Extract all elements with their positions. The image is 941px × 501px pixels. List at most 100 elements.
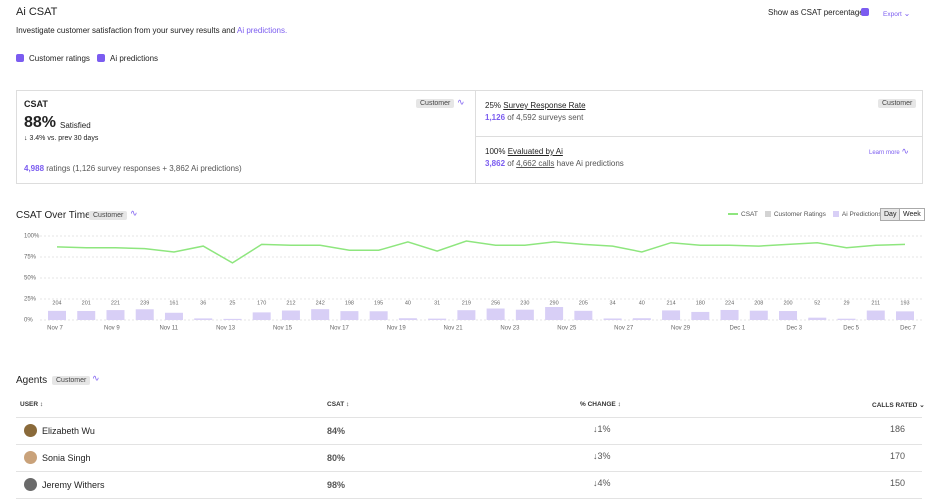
export-text[interactable]: Export	[883, 11, 902, 18]
x-tick-label: Nov 9	[104, 326, 120, 332]
bar-label: 204	[52, 300, 61, 306]
bar-label: 205	[579, 300, 588, 306]
bar-label: 195	[374, 300, 383, 306]
desc-link[interactable]: Ai predictions.	[236, 26, 288, 35]
legend: CSAT Customer Ratings Ai Predictions	[728, 211, 889, 218]
bar-label: 34	[610, 300, 616, 306]
change-text: 3.4% vs. prev 30 days	[29, 135, 99, 142]
x-tick-label: Nov 21	[444, 326, 464, 332]
bar	[135, 309, 154, 320]
calls-rated: 186	[889, 424, 905, 434]
bar-label: 36	[200, 300, 206, 306]
legend-item: Customer Ratings	[764, 211, 826, 218]
column-header[interactable]: USER ↕	[20, 401, 44, 408]
user-name: Jeremy Withers	[42, 480, 105, 490]
toggle-checkbox[interactable]	[861, 8, 869, 16]
bar	[779, 311, 798, 320]
ai-icon: ∿	[457, 97, 465, 107]
survey-count: 1,126 of 4,592 surveys sent	[485, 113, 583, 122]
csat: 80%	[327, 453, 346, 463]
bar	[515, 309, 534, 320]
bar-label: 40	[405, 300, 411, 306]
bar-label: 224	[725, 300, 734, 306]
export[interactable]: Export ⌄	[883, 9, 911, 18]
bar	[632, 318, 651, 320]
caption: have Ai predictions	[556, 159, 624, 168]
bar	[574, 310, 593, 320]
legend-swatch	[832, 211, 839, 218]
bar	[486, 308, 505, 320]
bar	[398, 318, 417, 320]
learn-text[interactable]: Learn more	[869, 150, 900, 156]
cards	[16, 90, 923, 184]
bar	[164, 312, 183, 320]
bar-label: 208	[754, 300, 763, 306]
rate: 25%	[485, 101, 502, 110]
bar	[545, 307, 564, 320]
legend-label: Ai Predictions	[841, 211, 882, 218]
col[interactable]: % CHANGE	[580, 401, 616, 408]
avatar	[24, 424, 37, 437]
ai-icon: ∿	[130, 208, 138, 218]
learn-more[interactable]: Learn more ∿	[869, 146, 909, 156]
change: ↓ 3.4% vs. prev 30 days	[24, 135, 99, 142]
evaluated-count: 3,862 of 4,662 calls have Ai predictions	[485, 159, 624, 168]
col[interactable]: USER	[20, 401, 39, 408]
bar	[106, 310, 125, 320]
x-tick-label: Dec 5	[843, 326, 859, 332]
bar-label: 52	[814, 300, 820, 306]
calls: 4,662 calls	[516, 159, 555, 168]
bar-label: 31	[434, 300, 440, 306]
legend-label: CSAT	[741, 211, 758, 218]
toggle-label: Show as CSAT percentage	[768, 8, 864, 17]
bar-label: 25	[229, 300, 235, 306]
bar-label: 219	[462, 300, 471, 306]
rate-label: Evaluated by Ai	[507, 147, 563, 156]
x-tick-label: Nov 23	[500, 326, 520, 332]
bar-label: 239	[140, 300, 149, 306]
y-tick-label: 100%	[24, 234, 40, 240]
column-header[interactable]: CSAT ↕	[327, 401, 350, 408]
badge: Customer	[52, 376, 91, 385]
week-button[interactable]: Week	[899, 208, 925, 221]
csat-caption: Satisfied	[60, 121, 91, 130]
filter-checkbox[interactable]	[16, 54, 24, 62]
legend-item: Ai Predictions	[832, 211, 882, 218]
badge: Customer	[416, 99, 455, 108]
filter-checkbox[interactable]	[97, 54, 105, 62]
y-tick-label: 25%	[24, 297, 37, 303]
x-tick-label: Nov 17	[330, 326, 350, 332]
avatar	[24, 451, 37, 464]
bar	[48, 310, 66, 320]
column-header[interactable]: CALLS RATED ⌄	[872, 402, 925, 409]
csat: 98%	[327, 480, 346, 490]
desc-text: Investigate customer satisfaction from y…	[16, 26, 236, 35]
agents-title: Agents	[16, 375, 48, 386]
change: ↓3%	[593, 451, 611, 461]
rate-label: Survey Response Rate	[503, 101, 586, 110]
x-tick-label: Dec 1	[730, 326, 746, 332]
badge: Customer	[878, 99, 917, 108]
bar	[252, 312, 271, 320]
bar	[457, 310, 476, 320]
divider	[475, 136, 922, 137]
bar	[428, 318, 447, 320]
x-tick-label: Dec 3	[786, 326, 802, 332]
x-tick-label: Nov 11	[159, 326, 178, 332]
x-tick-label: Nov 15	[273, 326, 293, 332]
bar-label: 212	[286, 300, 295, 306]
change-value: 1%	[597, 424, 611, 434]
of: of	[507, 159, 514, 168]
col[interactable]: CALLS RATED	[872, 402, 918, 409]
col[interactable]: CSAT	[327, 401, 345, 408]
bar	[369, 311, 388, 320]
day-button[interactable]: Day	[880, 208, 901, 221]
bar	[808, 317, 827, 320]
user-name: Elizabeth Wu	[42, 426, 95, 436]
column-header[interactable]: % CHANGE ↕	[580, 401, 621, 408]
bar-label: 242	[316, 300, 325, 306]
bar	[194, 318, 213, 320]
x-tick-label: Nov 13	[216, 326, 236, 332]
avatar	[24, 478, 37, 491]
